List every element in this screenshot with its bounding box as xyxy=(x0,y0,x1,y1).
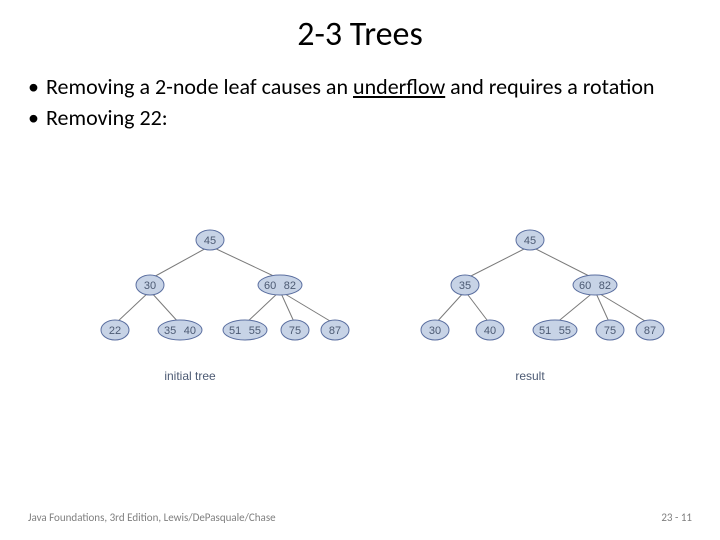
svg-text:75: 75 xyxy=(604,325,616,337)
footer-page-number: 23 - 11 xyxy=(661,511,692,524)
svg-text:45: 45 xyxy=(524,235,536,247)
svg-text:51: 51 xyxy=(539,325,551,337)
svg-text:35: 35 xyxy=(459,280,471,292)
svg-text:40: 40 xyxy=(184,325,196,337)
svg-text:87: 87 xyxy=(329,325,341,337)
svg-text:result: result xyxy=(515,369,545,383)
svg-text:30: 30 xyxy=(429,325,441,337)
svg-text:55: 55 xyxy=(249,325,261,337)
content-area: Removing a 2-node leaf causes an underfl… xyxy=(0,73,720,132)
svg-text:30: 30 xyxy=(144,280,156,292)
svg-text:75: 75 xyxy=(289,325,301,337)
bullet-list: Removing a 2-node leaf causes an underfl… xyxy=(28,73,692,132)
svg-text:55: 55 xyxy=(559,325,571,337)
svg-text:82: 82 xyxy=(284,280,296,292)
bullet-1-underflow: underflow xyxy=(353,73,445,100)
svg-text:82: 82 xyxy=(599,280,611,292)
svg-text:87: 87 xyxy=(644,325,656,337)
svg-text:60: 60 xyxy=(264,280,276,292)
svg-text:51: 51 xyxy=(229,325,241,337)
svg-text:60: 60 xyxy=(579,280,591,292)
svg-text:40: 40 xyxy=(484,325,496,337)
bullet-1-text-b: and requires a rotation xyxy=(445,73,654,100)
page-title: 2-3 Trees xyxy=(0,0,720,73)
bullet-1-text-a: Removing a 2-node leaf causes an xyxy=(46,73,353,100)
bullet-2: Removing 22: xyxy=(28,104,692,133)
svg-text:35: 35 xyxy=(164,325,176,337)
svg-text:initial tree: initial tree xyxy=(164,369,216,383)
svg-text:45: 45 xyxy=(204,235,216,247)
tree-diagram: 45 30 60 82 22 35 40 51 55 75 87 initial tree 45 35 60… xyxy=(0,220,720,420)
footer-citation: Java Foundations, 3rd Edition, Lewis/DeP… xyxy=(28,511,276,524)
svg-text:22: 22 xyxy=(109,325,121,337)
bullet-1: Removing a 2-node leaf causes an underfl… xyxy=(28,73,692,102)
